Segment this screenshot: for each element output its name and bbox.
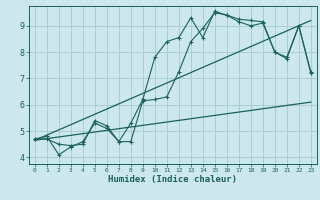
- X-axis label: Humidex (Indice chaleur): Humidex (Indice chaleur): [108, 175, 237, 184]
